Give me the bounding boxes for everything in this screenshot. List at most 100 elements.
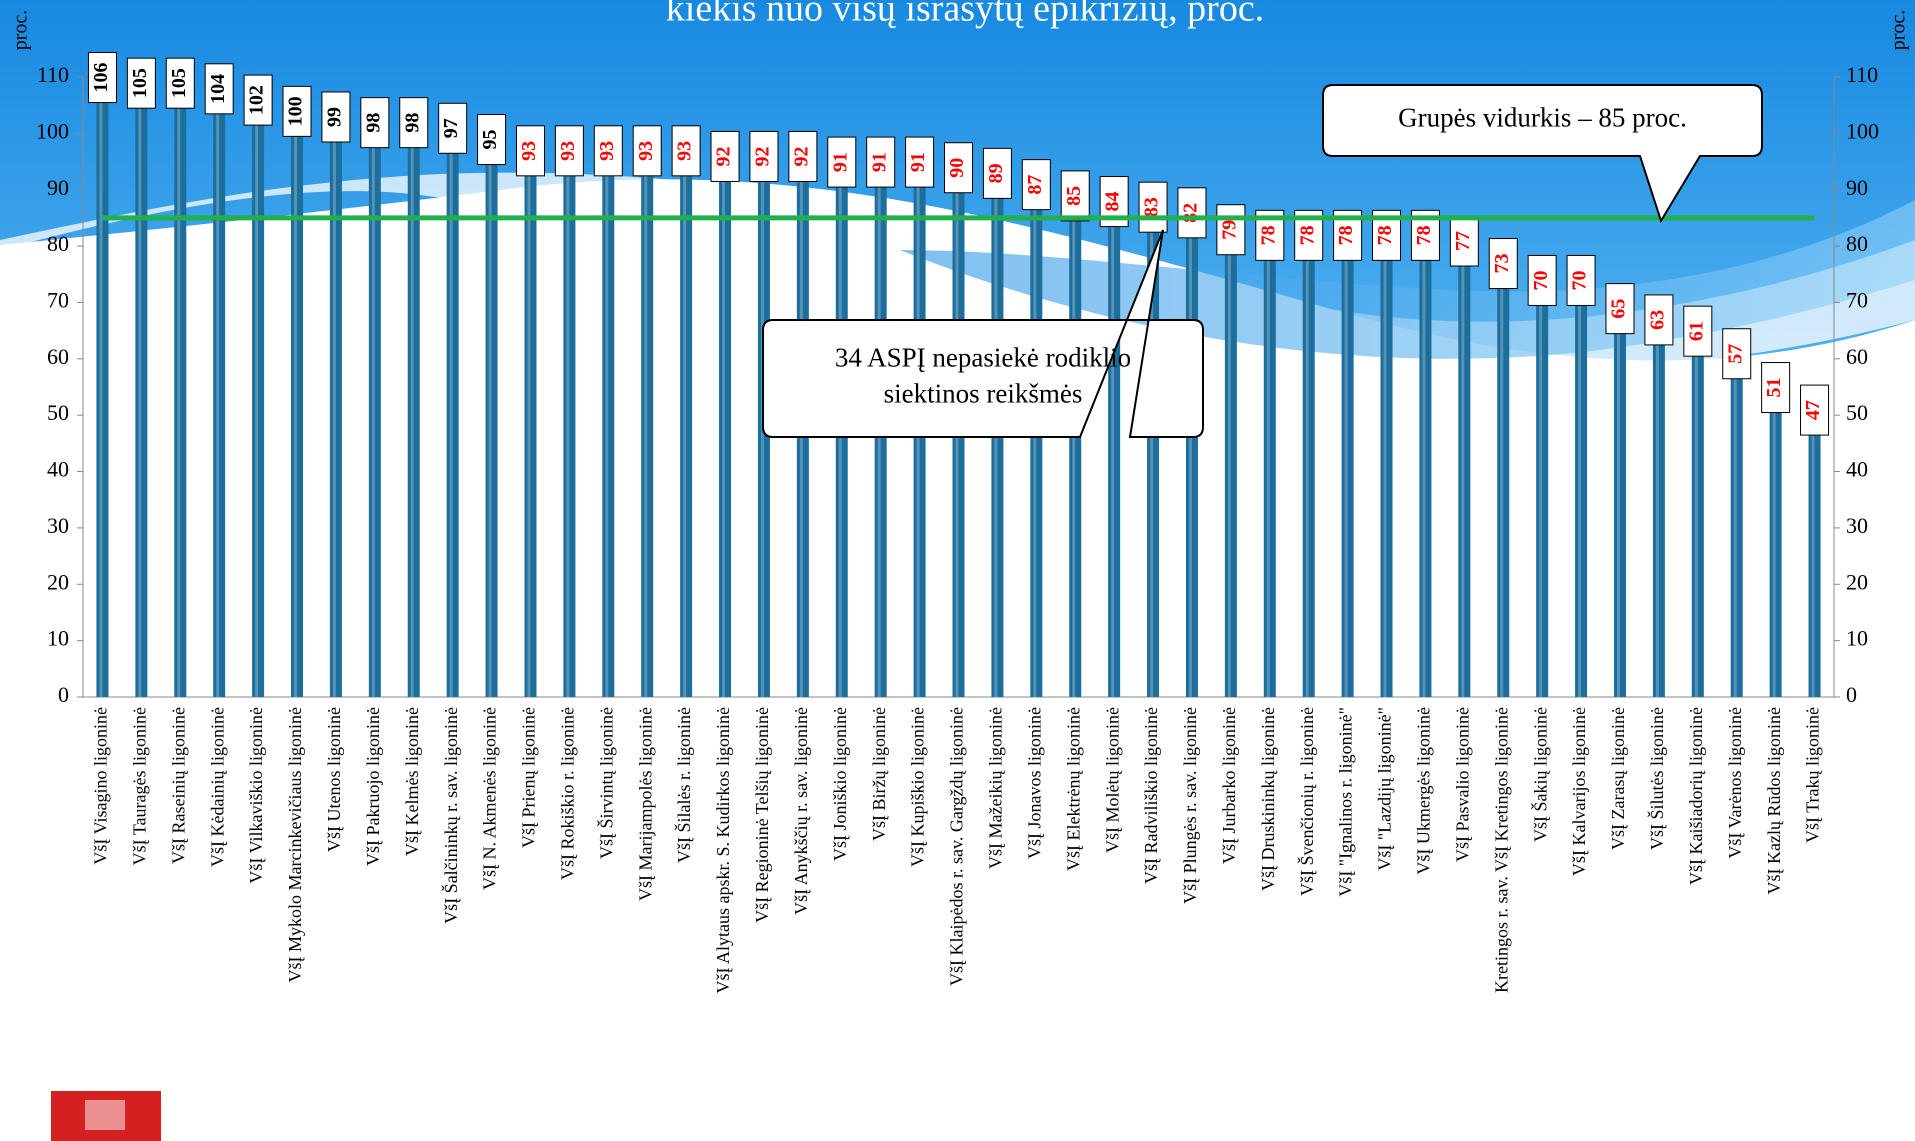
x-tick-label: VšĮ Radviliškio ligoninė bbox=[1141, 707, 1161, 884]
x-tick-label: VšĮ Druskininkų ligoninė bbox=[1258, 707, 1278, 891]
value-label: 78 bbox=[1335, 225, 1357, 245]
value-label-box bbox=[1527, 254, 1557, 306]
y-tick-label: 30 bbox=[47, 513, 69, 538]
value-label: 98 bbox=[401, 113, 423, 133]
value-label: 92 bbox=[752, 146, 774, 166]
bar-highlight bbox=[1033, 206, 1037, 698]
bar bbox=[1497, 285, 1510, 697]
bar-highlight bbox=[838, 184, 842, 697]
x-tick-label: VšĮ Švenčionių r. ligoninė bbox=[1296, 707, 1317, 896]
bar-highlight bbox=[332, 139, 336, 697]
value-label-box bbox=[788, 130, 818, 182]
bar bbox=[1224, 251, 1237, 697]
x-tick-label: VšĮ Mykolo Marcinkevičiaus ligoninė bbox=[285, 707, 305, 982]
value-label: 83 bbox=[1141, 197, 1163, 217]
value-label-box bbox=[1644, 294, 1674, 346]
y-tick-label: 20 bbox=[47, 569, 69, 594]
x-tick-label: VšĮ Šalčininkų r. sav. ligoninė bbox=[440, 707, 461, 924]
value-label: 104 bbox=[207, 74, 229, 104]
value-label: 91 bbox=[907, 152, 929, 172]
value-label-box bbox=[554, 125, 584, 177]
value-label-box bbox=[515, 125, 545, 177]
y2-tick-label: 100 bbox=[1846, 118, 1879, 143]
bar bbox=[1302, 257, 1315, 697]
x-tick-label: VšĮ Širvintų ligoninė bbox=[595, 707, 616, 859]
y2-tick-label: 110 bbox=[1846, 62, 1878, 87]
value-label: 65 bbox=[1608, 299, 1630, 319]
callout-text: Grupės vidurkis – 85 proc. bbox=[1398, 103, 1687, 133]
y-tick-label: 70 bbox=[47, 288, 69, 313]
bar-highlight bbox=[1694, 353, 1698, 697]
value-label-box bbox=[671, 125, 701, 177]
value-label-box bbox=[87, 52, 117, 104]
y-axis-label: proc. bbox=[10, 10, 32, 51]
x-tick-label: VšĮ Plungės r. sav. ligoninė bbox=[1180, 707, 1200, 904]
x-tick-label: VšĮ Šilalės r. ligoninė bbox=[673, 707, 694, 863]
bar-highlight bbox=[99, 99, 103, 697]
value-label: 70 bbox=[1569, 270, 1591, 290]
bar bbox=[1652, 341, 1665, 697]
value-label: 105 bbox=[129, 68, 151, 98]
bar-highlight bbox=[1616, 330, 1620, 697]
callout-box bbox=[1322, 84, 1763, 224]
bar-highlight bbox=[1733, 375, 1737, 697]
value-label-box bbox=[1761, 362, 1791, 414]
x-tick-label: VšĮ Pasvalio ligoninė bbox=[1452, 707, 1472, 862]
callout: 34 ASPĮ nepasiekė rodiklio siektinos reik… bbox=[762, 229, 1204, 438]
bar-highlight bbox=[760, 178, 764, 698]
bar bbox=[641, 172, 654, 697]
bar-highlight bbox=[216, 110, 220, 698]
x-tick-label: VšĮ Jurbarko ligoninė bbox=[1219, 707, 1239, 864]
value-label: 79 bbox=[1218, 220, 1240, 240]
x-tick-label: VšĮ Biržų ligoninė bbox=[869, 707, 889, 841]
bar bbox=[563, 172, 576, 697]
x-tick-label: VšĮ Joniškio ligoninė bbox=[830, 707, 850, 861]
bar bbox=[1769, 409, 1782, 697]
bar-highlight bbox=[994, 195, 998, 697]
value-label: 77 bbox=[1452, 231, 1474, 251]
bar bbox=[1613, 330, 1626, 697]
y-tick-label: 0 bbox=[58, 682, 69, 707]
value-label: 61 bbox=[1685, 321, 1707, 341]
bar-highlight bbox=[1422, 257, 1426, 697]
bar-highlight bbox=[1500, 285, 1504, 697]
value-label-box bbox=[749, 130, 779, 182]
value-label: 93 bbox=[596, 141, 618, 161]
bar bbox=[913, 184, 926, 697]
bar bbox=[874, 184, 887, 697]
y2-tick-label: 50 bbox=[1846, 400, 1868, 425]
bar bbox=[252, 122, 265, 697]
value-label: 91 bbox=[829, 152, 851, 172]
callout-box bbox=[762, 229, 1204, 438]
bar bbox=[524, 172, 537, 697]
value-label: 93 bbox=[557, 141, 579, 161]
bar bbox=[329, 139, 342, 697]
value-label: 98 bbox=[362, 113, 384, 133]
value-label-box bbox=[1216, 204, 1246, 256]
x-tick-label: VšĮ Regioninė Telšių ligoninė bbox=[752, 707, 772, 923]
logo-emblem bbox=[85, 1100, 125, 1130]
bar-highlight bbox=[138, 105, 142, 697]
x-tick-label: VšĮ Kelmės ligoninė bbox=[402, 707, 422, 856]
x-tick-label: VšĮ Zarasų ligoninė bbox=[1608, 707, 1628, 850]
bar-highlight bbox=[177, 105, 181, 697]
x-tick-label: VšĮ Molėtų ligoninė bbox=[1102, 707, 1122, 853]
bar bbox=[446, 150, 459, 698]
value-label-box bbox=[282, 85, 312, 137]
value-label-box bbox=[1605, 283, 1635, 335]
value-label: 87 bbox=[1024, 175, 1046, 195]
value-label-box bbox=[1021, 159, 1051, 211]
chart-title: kiekis nuo visų išrašytų epikrizių, proc… bbox=[666, 0, 1264, 30]
value-label-box bbox=[1060, 170, 1090, 222]
bar bbox=[1419, 257, 1432, 697]
bar bbox=[602, 172, 615, 697]
bar bbox=[213, 110, 226, 698]
value-label: 93 bbox=[635, 141, 657, 161]
y2-tick-label: 0 bbox=[1846, 682, 1857, 707]
bar-highlight bbox=[294, 133, 298, 697]
bar bbox=[174, 105, 187, 697]
value-label: 78 bbox=[1374, 225, 1396, 245]
value-label: 97 bbox=[440, 118, 462, 138]
bar-highlight bbox=[449, 150, 453, 698]
